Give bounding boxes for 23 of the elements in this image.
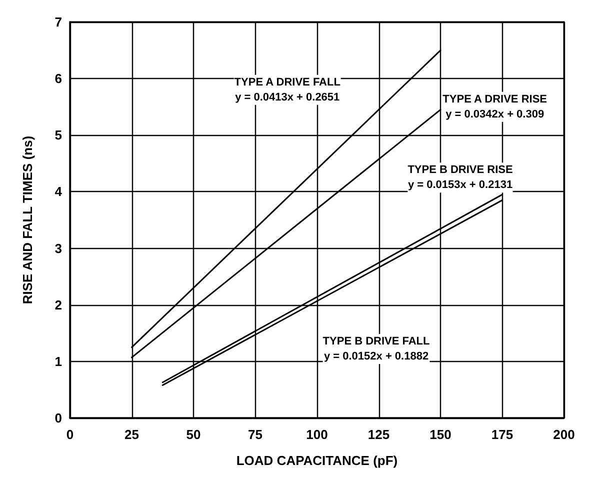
x-tick-label: 100 [306, 427, 328, 442]
y-tick-label: 0 [54, 410, 62, 426]
y-tick-label: 7 [54, 14, 62, 30]
x-tick-label: 75 [248, 427, 262, 442]
x-tick-label: 175 [491, 427, 514, 442]
annotation: TYPE B DRIVE RISE y = 0.0153x + 0.2131 [408, 164, 513, 192]
annotation: TYPE A DRIVE RISE y = 0.0342x + 0.309 [442, 93, 548, 120]
annotation: TYPE B DRIVE FALL y = 0.0152x + 0.1882 [322, 335, 430, 362]
x-tick-label: 25 [124, 427, 139, 442]
y-tick-label: 2 [54, 297, 62, 312]
x-tick-label: 0 [66, 427, 74, 442]
x-tick-label: 125 [368, 427, 390, 442]
y-axis-title: RISE AND FALL TIMES (ns) [20, 136, 35, 304]
x-tick-label: 50 [186, 427, 201, 442]
annotation: TYPE A DRIVE FALL y = 0.0413x + 0.2651 [234, 76, 341, 104]
y-tick-label: 5 [54, 128, 62, 143]
y-tick-label: 1 [54, 354, 62, 369]
x-tick-label: 150 [430, 427, 452, 442]
y-tick-label: 3 [54, 240, 62, 256]
x-axis-title: LOAD CAPACITANCE (pF) [236, 453, 398, 468]
y-tick-label: 6 [54, 71, 62, 86]
y-tick-label: 4 [54, 184, 63, 200]
x-tick-label: 200 [553, 427, 575, 442]
